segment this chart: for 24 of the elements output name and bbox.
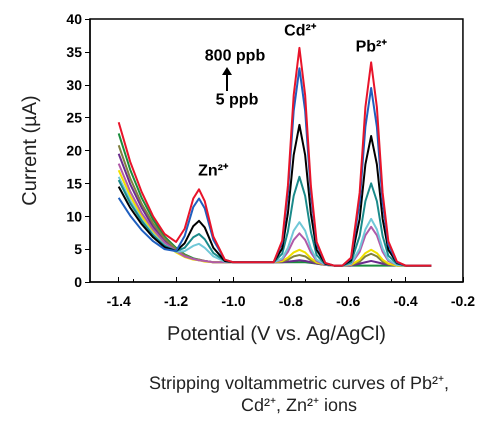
- annotation: 800 ppb: [204, 48, 266, 64]
- y-axis-title: Current (µA): [19, 95, 41, 206]
- x-tick-label: -0.2: [450, 293, 476, 309]
- y-tick-label: 10: [66, 208, 82, 224]
- y-tick-label: 20: [66, 142, 82, 158]
- annotation: 5 ppb: [216, 92, 259, 108]
- x-tick-label: -1.4: [106, 293, 131, 309]
- y-tick-label: 25: [66, 110, 82, 126]
- annotation: Cd²⁺: [284, 22, 317, 40]
- y-tick-label: 0: [74, 274, 82, 290]
- y-tick-label: 35: [66, 44, 82, 60]
- x-tick-label: -1.0: [221, 293, 246, 309]
- annotation: Pb²⁺: [356, 38, 388, 56]
- text: Stripping voltammetric curves of Pb²⁺, Cd²⁺, Zn²⁺ ions: [148, 372, 450, 416]
- y-tick-label: 30: [66, 76, 82, 93]
- annotation: Zn²⁺: [198, 162, 229, 180]
- x-axis-title: Potential (V vs. Ag/AgCl): [166, 323, 386, 345]
- x-tick-label: -1.2: [164, 293, 188, 309]
- y-tick-label: 40: [66, 11, 82, 27]
- x-tick-label: -0.6: [336, 293, 360, 309]
- y-tick-label: 15: [66, 175, 82, 192]
- x-tick-label: -0.4: [394, 293, 418, 309]
- x-tick-label: -0.8: [278, 293, 304, 309]
- y-tick-label: 5: [74, 241, 82, 258]
